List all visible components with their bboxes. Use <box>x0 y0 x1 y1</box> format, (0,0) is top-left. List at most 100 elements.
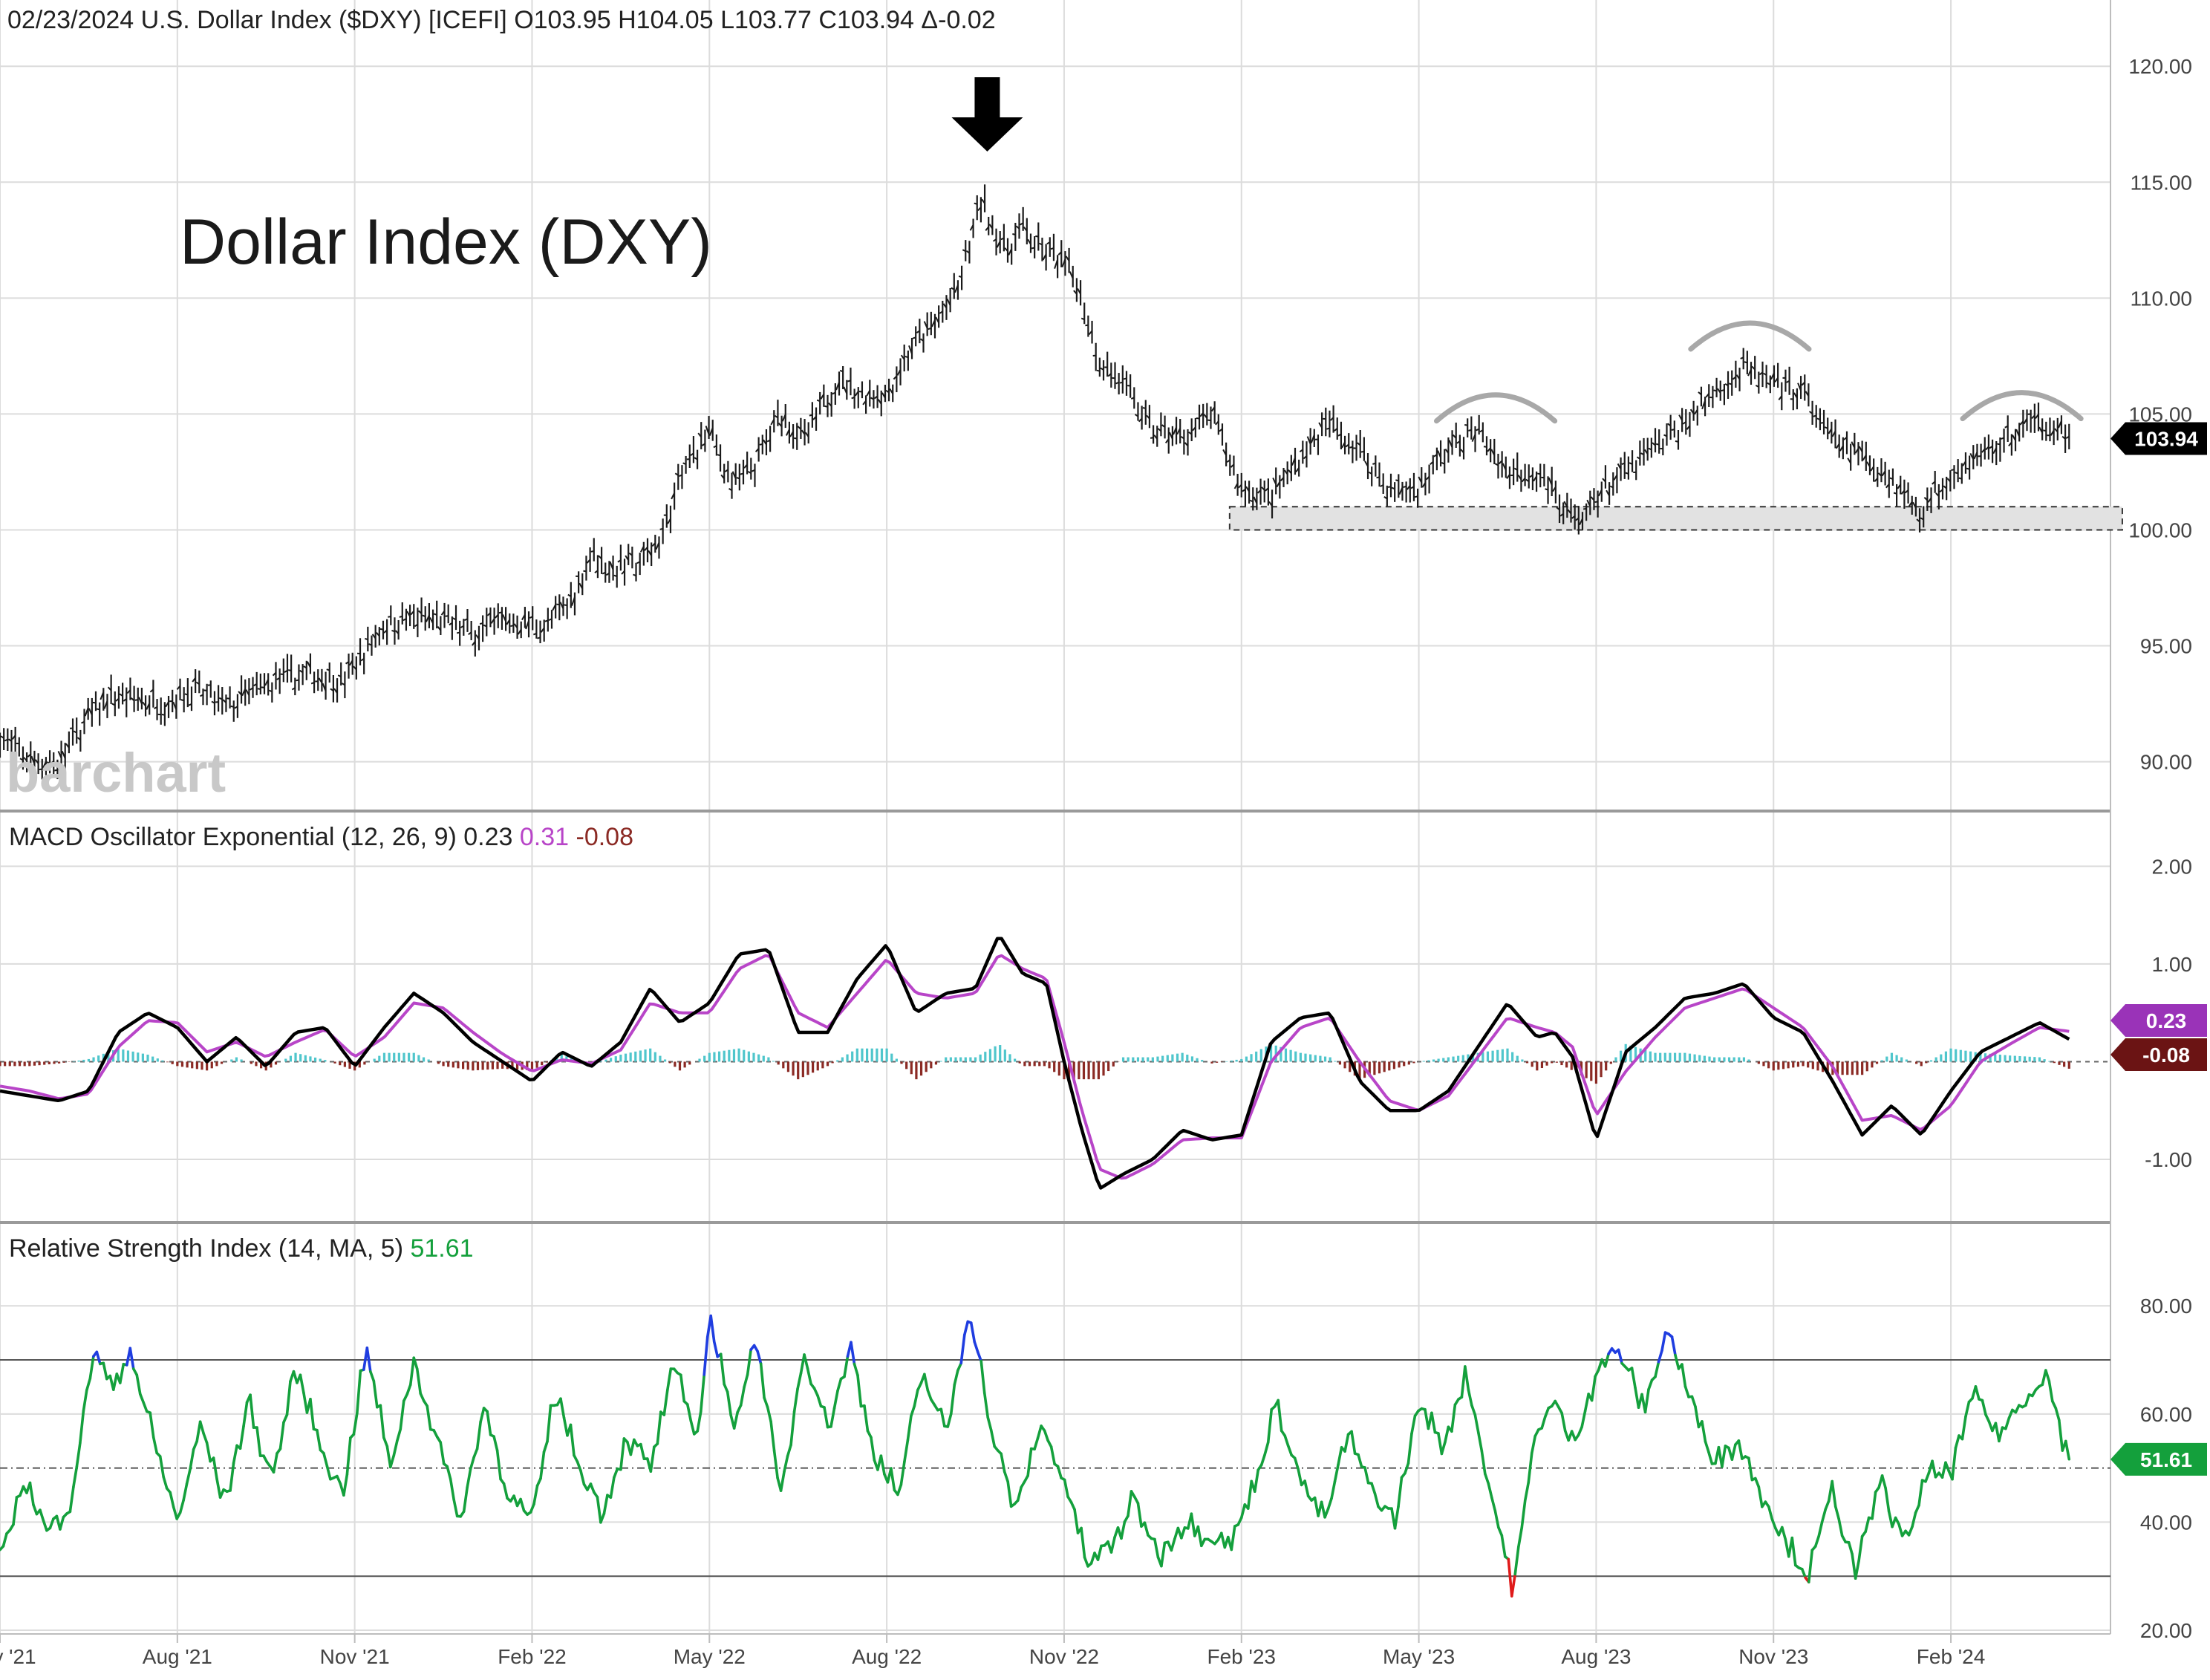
price-bar-open <box>1625 472 1629 475</box>
price-bar-open <box>1908 501 1913 507</box>
price-bar-open <box>529 616 533 619</box>
rsi-segment <box>356 1369 362 1415</box>
rsi-segment <box>1477 1431 1484 1453</box>
rsi-segment <box>756 1349 763 1365</box>
rsi-segment <box>59 1515 65 1531</box>
price-series <box>0 184 2070 780</box>
grid-lines <box>0 0 2110 1634</box>
rsi-segment <box>449 1477 455 1501</box>
price-bar-open <box>1280 477 1285 482</box>
rsi-segment <box>1323 1507 1330 1519</box>
price-bar-open <box>674 472 679 476</box>
x-tick-label: Aug '23 <box>1561 1645 1631 1668</box>
rsi-segment <box>783 1454 789 1473</box>
price-bar-open <box>272 671 277 677</box>
rsi-segment <box>1490 1496 1497 1512</box>
rsi-segment <box>1683 1385 1690 1399</box>
price-bar-open <box>2038 426 2044 434</box>
price-bar-open <box>594 570 599 573</box>
price-bar-open <box>988 224 994 229</box>
rsi-segment <box>562 1416 569 1437</box>
price-bar-open <box>816 399 821 403</box>
price-bar-open <box>912 336 916 339</box>
rsi-segment <box>1520 1499 1527 1529</box>
rsi-segment <box>12 1496 19 1526</box>
rsi-segment <box>48 1517 55 1530</box>
rsi-segment <box>1143 1521 1150 1537</box>
y-tick-label: 100.00 <box>2128 518 2192 541</box>
rsi-segment <box>685 1403 693 1422</box>
rsi-segment <box>539 1451 546 1480</box>
price-bar-open <box>1958 477 1963 480</box>
price-bar-open <box>671 492 676 500</box>
rsi-segment <box>1343 1433 1350 1453</box>
rsi-segment <box>232 1444 238 1465</box>
current-rsi-badge-shape <box>2110 1442 2207 1476</box>
rsi-segment <box>212 1456 218 1481</box>
price-bar-open <box>1471 434 1476 442</box>
price-bar-open <box>1100 367 1104 371</box>
price-bar-open <box>1997 443 2001 446</box>
y-tick-label: 90.00 <box>2140 751 2192 774</box>
rsi-segment <box>1654 1360 1660 1378</box>
rsi-segment <box>1790 1536 1797 1567</box>
rsi-segment <box>469 1456 475 1471</box>
price-bar-open <box>1755 384 1759 388</box>
rsi-segment <box>85 1377 92 1392</box>
price-bar-open <box>1073 290 1078 295</box>
price-bar-open <box>1035 235 1039 238</box>
price-bar-open <box>747 471 752 475</box>
rsi-segment <box>703 1335 709 1376</box>
price-bar-open <box>731 471 737 479</box>
rsi-segment <box>576 1460 582 1472</box>
rsi-segment <box>1467 1388 1473 1407</box>
rsi-segment <box>79 1410 85 1445</box>
price-bar-open <box>851 396 855 400</box>
rsi-segment <box>792 1387 799 1413</box>
price-bar-open <box>1479 429 1484 433</box>
peak-arrow-icon <box>951 77 1023 152</box>
price-bar-open <box>1039 242 1043 246</box>
price-bar-open <box>1207 419 1211 422</box>
price-bar-open <box>27 753 31 758</box>
rsi-segment <box>1333 1463 1340 1483</box>
price-bar-open <box>81 720 85 724</box>
price-bar-open <box>1671 429 1675 431</box>
price-bar-open <box>1161 424 1166 428</box>
price-bar-open <box>1732 376 1737 380</box>
rsi-segment <box>896 1483 903 1497</box>
rsi-segment <box>1120 1520 1127 1540</box>
price-bar-open <box>1395 479 1399 482</box>
price-bar-open <box>1835 443 1840 449</box>
price-bar-open <box>1885 484 1890 489</box>
price-bar-open <box>1675 440 1679 443</box>
price-bar-open <box>264 679 270 686</box>
price-bar-open <box>379 628 384 631</box>
rsi-segment <box>2064 1439 2071 1461</box>
price-bar-open <box>1430 460 1434 466</box>
rsi-segment <box>352 1411 359 1436</box>
price-bar-open <box>4 738 8 742</box>
price-bar-open <box>1291 457 1296 466</box>
price-bar-open <box>1418 476 1423 484</box>
rsi-segment <box>769 1420 776 1453</box>
price-bar-open <box>1057 251 1062 255</box>
price-bar-open <box>299 669 304 674</box>
rsi-segment <box>1560 1411 1567 1433</box>
price-bar-open <box>571 596 576 606</box>
price-bar-open <box>946 299 951 306</box>
rsi-segment <box>1003 1470 1009 1483</box>
rsi-segment <box>1951 1446 1958 1481</box>
rsi-segment <box>856 1373 863 1408</box>
price-bar-open <box>1046 241 1051 245</box>
rsi-segment <box>1577 1425 1583 1436</box>
price-bar-open <box>567 593 572 597</box>
price-bar-open <box>1793 392 1798 399</box>
price-bar-open <box>812 415 817 420</box>
price-bar-open <box>1303 455 1308 460</box>
price-bar-open <box>1636 456 1640 460</box>
rsi-segment <box>1170 1537 1176 1552</box>
price-bar-open <box>1364 460 1369 467</box>
price-bar-open <box>192 677 196 683</box>
rsi-segment <box>559 1397 566 1419</box>
